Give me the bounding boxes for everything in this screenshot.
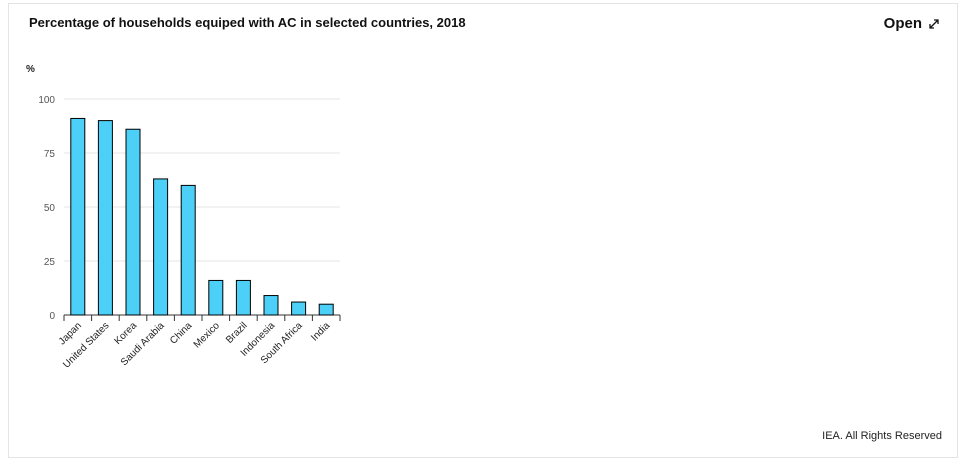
x-category-label: Mexico	[192, 320, 222, 350]
y-axis-unit-label: %	[26, 64, 35, 75]
bar	[180, 184, 196, 316]
open-label: Open	[883, 15, 922, 32]
bar	[291, 301, 307, 316]
copyright-text: IEA. All Rights Reserved	[822, 430, 942, 442]
y-tick-label: 25	[44, 257, 56, 268]
chart-title: Percentage of households equiped with AC…	[29, 15, 466, 30]
bar	[153, 178, 169, 316]
open-button[interactable]: Open	[884, 15, 939, 32]
y-tick-label: 50	[44, 203, 56, 214]
bar	[235, 279, 251, 316]
y-tick-label: 75	[44, 149, 56, 160]
expand-icon	[929, 18, 939, 29]
bar	[318, 303, 334, 316]
bar	[70, 117, 86, 316]
bar	[263, 295, 279, 316]
x-category-label: Brazil	[224, 320, 249, 345]
bar	[97, 120, 113, 316]
bar	[208, 279, 224, 316]
bar	[125, 128, 141, 316]
y-tick-label: 100	[38, 95, 55, 106]
y-tick-label: 0	[49, 311, 55, 322]
x-category-label: India	[309, 320, 332, 343]
